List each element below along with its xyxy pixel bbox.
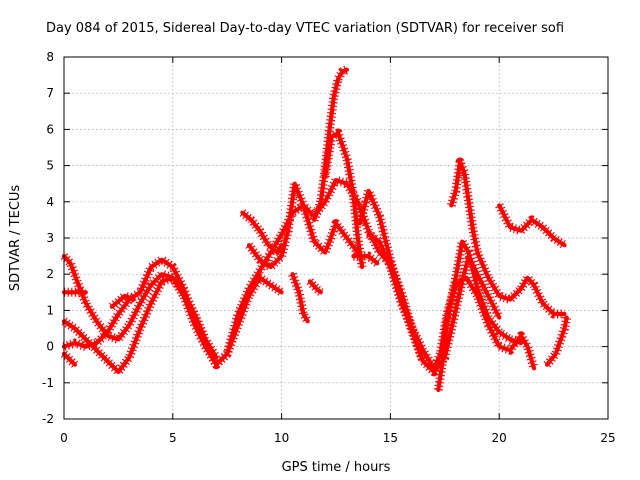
series-line [246,181,360,270]
y-tick-label: -1 [42,376,54,390]
x-axis-label: GPS time / hours [282,460,391,475]
y-tick-label: 8 [46,50,54,64]
series-line [290,272,310,324]
grid-lines [64,57,608,419]
series-markers [446,157,565,319]
series-line [109,293,136,309]
series-markers [320,128,367,268]
satellite-track-11 [309,65,349,222]
y-tick-label: 0 [46,340,54,354]
satellite-track-9 [288,272,312,324]
x-tick-label: 5 [169,431,177,445]
satellite-track-16 [433,237,524,393]
chart-title: Day 084 of 2015, Sidereal Day-to-day VTE… [46,21,564,36]
satellite-track-5 [61,175,504,377]
satellite-track-10 [306,278,324,296]
y-tick-label: 1 [46,303,54,317]
series-markers [60,350,79,368]
series-markers [433,237,523,391]
x-tick-label: 20 [492,431,507,445]
x-tick-label: 25 [600,431,615,445]
y-tick-label: 4 [46,195,54,209]
series-markers [366,230,539,373]
series-markers [245,179,362,272]
y-tick-label: 7 [46,86,54,100]
satellite-track-4 [60,350,79,368]
series-line [61,275,284,374]
series-line [307,279,323,295]
series-line [61,178,502,374]
series-markers [309,65,349,222]
plot-frame [63,56,609,420]
satellite-track-18 [495,203,567,249]
satellite-track-7 [245,179,362,272]
series-markers [543,316,572,368]
satellite-track-17 [446,157,567,319]
y-tick-label: 6 [46,122,54,136]
data-series [60,65,572,393]
y-tick-label: 5 [46,159,54,173]
y-axis-label: SDTVAR / TECUs [8,185,23,292]
series-markers [62,175,504,377]
series-line [545,315,569,367]
x-tick-label: 0 [60,431,68,445]
y-tick-label: -2 [42,412,54,426]
series-markers [353,251,381,267]
satellite-track-8 [239,209,286,257]
series-markers [495,203,567,249]
y-tick-label: 3 [46,231,54,245]
x-tick-label: 15 [383,431,398,445]
satellite-track-19 [543,315,572,368]
x-tick-label: 10 [274,431,289,445]
satellite-track-13 [351,251,381,267]
satellite-track-3 [61,273,285,377]
satellite-track-12 [320,128,367,270]
satellite-track-6 [109,291,136,311]
series-markers [239,209,286,257]
axis-ticks: -2 -1 0 1 2 3 4 5 6 7 8 0 5 10 15 20 25 [42,50,616,445]
y-tick-label: 2 [46,267,54,281]
